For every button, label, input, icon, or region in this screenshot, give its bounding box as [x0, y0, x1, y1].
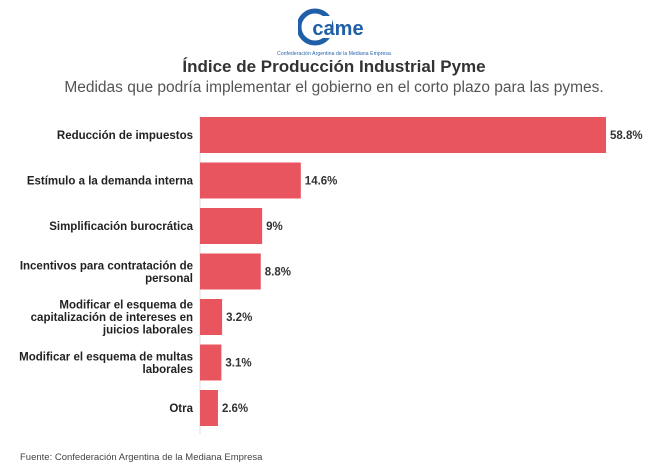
category-label-line: Otra: [169, 403, 193, 415]
logo-text: came: [312, 18, 363, 40]
value-label: 14.6%: [305, 176, 338, 188]
value-label: 9%: [266, 221, 283, 233]
bar: [200, 208, 263, 244]
bar: [200, 299, 223, 335]
bar: [200, 253, 261, 290]
chart-title: Índice de Producción Industrial Pyme: [182, 57, 486, 76]
category-label: Simplificación burocrática: [49, 221, 193, 233]
category-label: Incentivos para contratación de personal: [20, 260, 193, 285]
value-label: 2.6%: [222, 403, 248, 415]
category-label: Estímulo a la demanda interna: [27, 176, 194, 188]
value-label: 3.2%: [226, 312, 252, 324]
category-label: Otra: [169, 403, 193, 415]
category-label-line: Estímulo a la demanda interna: [27, 176, 194, 188]
logo-subtext: Confederación Argentina de la Mediana Em…: [277, 51, 391, 57]
category-label-line: laborales: [143, 364, 194, 376]
category-label: Modificar el esquema de capitalización de…: [31, 300, 193, 337]
value-label: 58.8%: [610, 130, 643, 142]
category-label-line: Simplificación burocrática: [49, 221, 193, 233]
came-logo-icon: came: [298, 8, 364, 46]
category-label-line: juicios laborales: [102, 325, 193, 337]
bar: [200, 117, 606, 153]
source-note: Fuente: Confederación Argentina de la Me…: [20, 452, 263, 463]
bar: [200, 390, 218, 426]
category-label: Reducción de impuestos: [57, 130, 193, 142]
value-label: 3.1%: [225, 358, 251, 370]
category-label: Modificar el esquema de multas laborales: [19, 351, 193, 376]
came-logo: came Confederación Argentina de la Media…: [0, 8, 668, 57]
category-label-line: Incentivos para contratación de: [20, 260, 193, 272]
category-label-line: personal: [145, 273, 193, 285]
category-label-line: capitalización de intereses en: [31, 312, 193, 324]
bar: [200, 344, 222, 381]
bar-chart: 58.8% Reducción de impuestos 14.6% Estímulo…: [19, 115, 643, 434]
category-label-line: Reducción de impuestos: [57, 130, 193, 142]
category-label-line: Modificar el esquema de multas: [19, 351, 193, 363]
value-label: 8.8%: [265, 267, 291, 279]
category-label-line: Modificar el esquema de: [59, 300, 193, 312]
chart-subtitle: Medidas que podría implementar el gobier…: [64, 79, 604, 96]
bar: [200, 162, 301, 199]
